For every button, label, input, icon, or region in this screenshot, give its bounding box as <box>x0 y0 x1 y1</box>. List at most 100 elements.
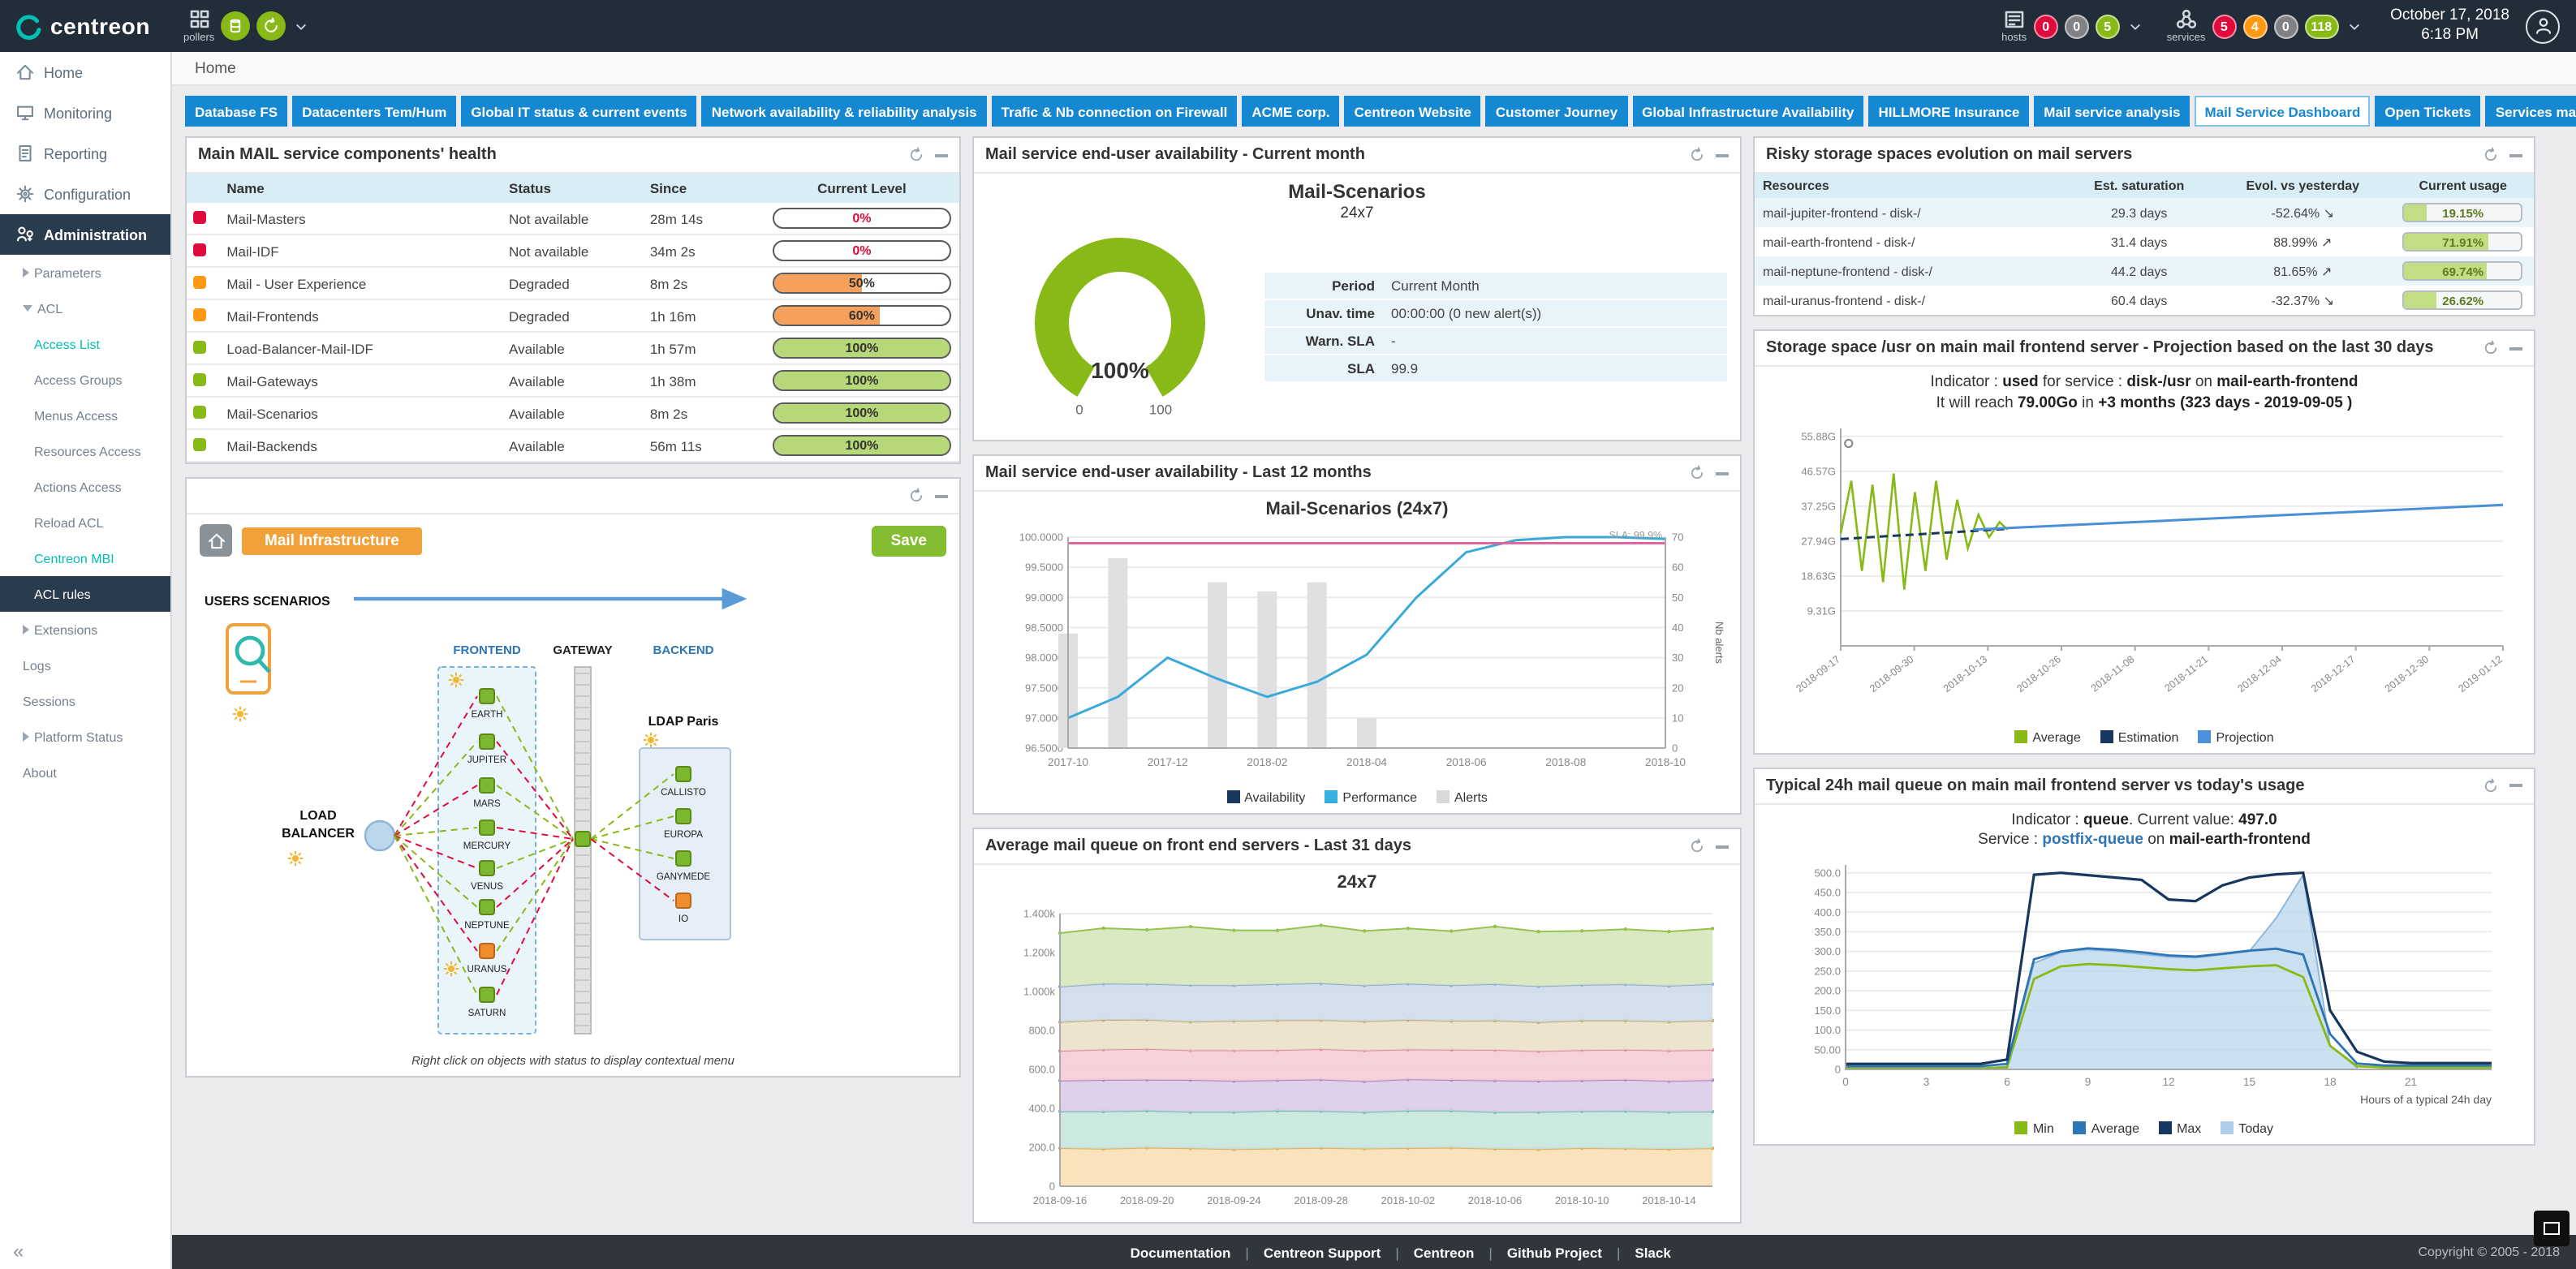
tab-database-fs[interactable]: Database FS <box>185 96 287 127</box>
widget-refresh-icon[interactable] <box>907 146 925 164</box>
sidebar-item-actions-access[interactable]: Actions Access <box>0 469 170 505</box>
svg-text:3: 3 <box>1923 1077 1930 1089</box>
widget-collapse-icon[interactable] <box>935 494 948 497</box>
db-icon[interactable] <box>221 11 250 41</box>
widget-collapse-icon[interactable] <box>935 153 948 157</box>
widget-refresh-icon[interactable] <box>1688 146 1706 164</box>
sidebar-item-home[interactable]: Home <box>0 52 170 92</box>
sidebar-item-acl-rules[interactable]: ACL rules <box>0 576 170 612</box>
sidebar-item-reload-acl[interactable]: Reload ACL <box>0 505 170 540</box>
sidebar-item-centreon-mbi[interactable]: Centreon MBI <box>0 540 170 576</box>
tab-datacenters-tem-hum[interactable]: Datacenters Tem/Hum <box>292 96 456 127</box>
svg-text:SATURN: SATURN <box>468 1008 506 1018</box>
footer-link-centreon-support[interactable]: Centreon Support <box>1264 1244 1381 1260</box>
sidebar-item-acl[interactable]: ACL <box>0 290 170 326</box>
sidebar-item-sessions[interactable]: Sessions <box>0 683 170 719</box>
infrastructure-diagram[interactable]: USERS SCENARIOSFRONTENDGATEWAYBACKENDLOA… <box>187 560 959 1050</box>
footer-link-slack[interactable]: Slack <box>1635 1244 1670 1260</box>
status-count-badge[interactable]: 118 <box>2304 14 2338 38</box>
resource-name: mail-uranus-frontend - disk-/ <box>1755 286 2065 315</box>
health-row[interactable]: Mail-IDFNot available34m 2s0% <box>187 234 959 267</box>
tab-hillmore-insurance[interactable]: HILLMORE Insurance <box>1868 96 2029 127</box>
sidebar-item-reporting[interactable]: Reporting <box>0 133 170 174</box>
services-status-menu[interactable]: services540118 <box>2167 7 2363 45</box>
widget-collapse-icon[interactable] <box>1716 845 1729 848</box>
chevron-down-icon[interactable] <box>292 17 310 35</box>
tab-services-map[interactable]: Services map <box>2486 96 2576 127</box>
sidebar-item-menus-access[interactable]: Menus Access <box>0 398 170 433</box>
widget-refresh-icon[interactable] <box>2482 776 2500 794</box>
brand[interactable]: centreon <box>0 12 172 40</box>
date-text: October 17, 2018 <box>2390 6 2509 26</box>
save-button[interactable]: Save <box>872 525 946 556</box>
sidebar-item-access-list[interactable]: Access List <box>0 326 170 362</box>
chevron-down-icon[interactable] <box>2345 17 2363 35</box>
widget-collapse-icon[interactable] <box>1716 471 1729 475</box>
breadcrumb-home[interactable]: Home <box>195 59 236 77</box>
tab-global-it-status-current-events[interactable]: Global IT status & current events <box>461 96 696 127</box>
health-row[interactable]: Mail-ScenariosAvailable8m 2s100% <box>187 397 959 429</box>
user-avatar[interactable] <box>2526 9 2560 43</box>
svg-text:0: 0 <box>1075 402 1083 418</box>
sidebar-item-platform-status[interactable]: Platform Status <box>0 719 170 755</box>
storage-row[interactable]: mail-uranus-frontend - disk-/60.4 days-3… <box>1755 286 2534 315</box>
tab-acme-corp[interactable]: ACME corp. <box>1242 96 1339 127</box>
sync-icon[interactable] <box>256 11 286 41</box>
storage-row[interactable]: mail-neptune-frontend - disk-/44.2 days8… <box>1755 256 2534 286</box>
tab-open-tickets[interactable]: Open Tickets <box>2375 96 2480 127</box>
sidebar-item-extensions[interactable]: Extensions <box>0 612 170 647</box>
sidebar-item-monitoring[interactable]: Monitoring <box>0 92 170 133</box>
health-row[interactable]: Load-Balancer-Mail-IDFAvailable1h 57m100… <box>187 332 959 364</box>
sidebar-item-resources-access[interactable]: Resources Access <box>0 433 170 469</box>
hosts-status-menu[interactable]: hosts005 <box>2001 7 2144 45</box>
widget-collapse-icon[interactable] <box>2509 153 2522 157</box>
sidebar-item-logs[interactable]: Logs <box>0 647 170 683</box>
status-count-badge[interactable]: 0 <box>2034 14 2058 38</box>
storage-row[interactable]: mail-earth-frontend - disk-/31.4 days88.… <box>1755 227 2534 256</box>
tab-mail-service-analysis[interactable]: Mail service analysis <box>2034 96 2190 127</box>
status-count-badge[interactable]: 4 <box>2242 14 2267 38</box>
widget-refresh-icon[interactable] <box>907 487 925 505</box>
info-label: SLA <box>1274 360 1391 376</box>
sidebar-item-parameters[interactable]: Parameters <box>0 255 170 290</box>
tab-trafic-nb-connection-on-firewall[interactable]: Trafic & Nb connection on Firewall <box>992 96 1238 127</box>
tab-global-infrastructure-availability[interactable]: Global Infrastructure Availability <box>1632 96 1863 127</box>
legend-swatch <box>1325 790 1338 803</box>
footer-link-centreon[interactable]: Centreon <box>1414 1244 1475 1260</box>
health-row[interactable]: Mail - User ExperienceDegraded8m 2s50% <box>187 267 959 299</box>
sidebar-item-administration[interactable]: Administration <box>0 214 170 255</box>
widget-collapse-icon[interactable] <box>1716 153 1729 157</box>
tab-customer-journey[interactable]: Customer Journey <box>1486 96 1627 127</box>
status-count-badge[interactable]: 0 <box>2273 14 2298 38</box>
widget-refresh-icon[interactable] <box>2482 146 2500 164</box>
infrastructure-title-chip[interactable]: Mail Infrastructure <box>242 527 422 554</box>
widget-refresh-icon[interactable] <box>1688 464 1706 482</box>
tab-network-availability-reliability-analysis[interactable]: Network availability & reliability analy… <box>702 96 987 127</box>
storage-row[interactable]: mail-jupiter-frontend - disk-/29.3 days-… <box>1755 198 2534 227</box>
footer-link-documentation[interactable]: Documentation <box>1131 1244 1231 1260</box>
widget-collapse-icon[interactable] <box>2509 784 2522 787</box>
sidebar-item-about[interactable]: About <box>0 755 170 790</box>
tab-centreon-website[interactable]: Centreon Website <box>1345 96 1481 127</box>
widget-refresh-icon[interactable] <box>1688 837 1706 855</box>
widget-refresh-icon[interactable] <box>2482 339 2500 357</box>
administration-icon <box>15 224 36 245</box>
health-row[interactable]: Mail-BackendsAvailable56m 11s100% <box>187 429 959 462</box>
tab-mail-service-dashboard[interactable]: Mail Service Dashboard <box>2195 96 2371 127</box>
health-row[interactable]: Mail-GatewaysAvailable1h 38m100% <box>187 364 959 397</box>
health-row[interactable]: Mail-MastersNot available28m 14s0% <box>187 203 959 234</box>
footer-link-github-project[interactable]: Github Project <box>1507 1244 1602 1260</box>
sidebar-item-access-groups[interactable]: Access Groups <box>0 362 170 398</box>
chevron-down-icon[interactable] <box>2126 17 2144 35</box>
widget-collapse-icon[interactable] <box>2509 346 2522 350</box>
status-count-badge[interactable]: 0 <box>2065 14 2089 38</box>
status-count-badge[interactable]: 5 <box>2096 14 2120 38</box>
sidebar-collapse-button[interactable]: « <box>13 1240 24 1263</box>
svg-text:Hours of a typical 24h day: Hours of a typical 24h day <box>2360 1094 2492 1107</box>
resource-name: mail-jupiter-frontend - disk-/ <box>1755 198 2065 227</box>
health-row[interactable]: Mail-FrontendsDegraded1h 16m60% <box>187 299 959 332</box>
sidebar-item-configuration[interactable]: Configuration <box>0 174 170 214</box>
pollers-menu[interactable]: pollers <box>183 7 310 45</box>
status-count-badge[interactable]: 5 <box>2212 14 2236 38</box>
fullscreen-button[interactable] <box>2534 1211 2570 1246</box>
